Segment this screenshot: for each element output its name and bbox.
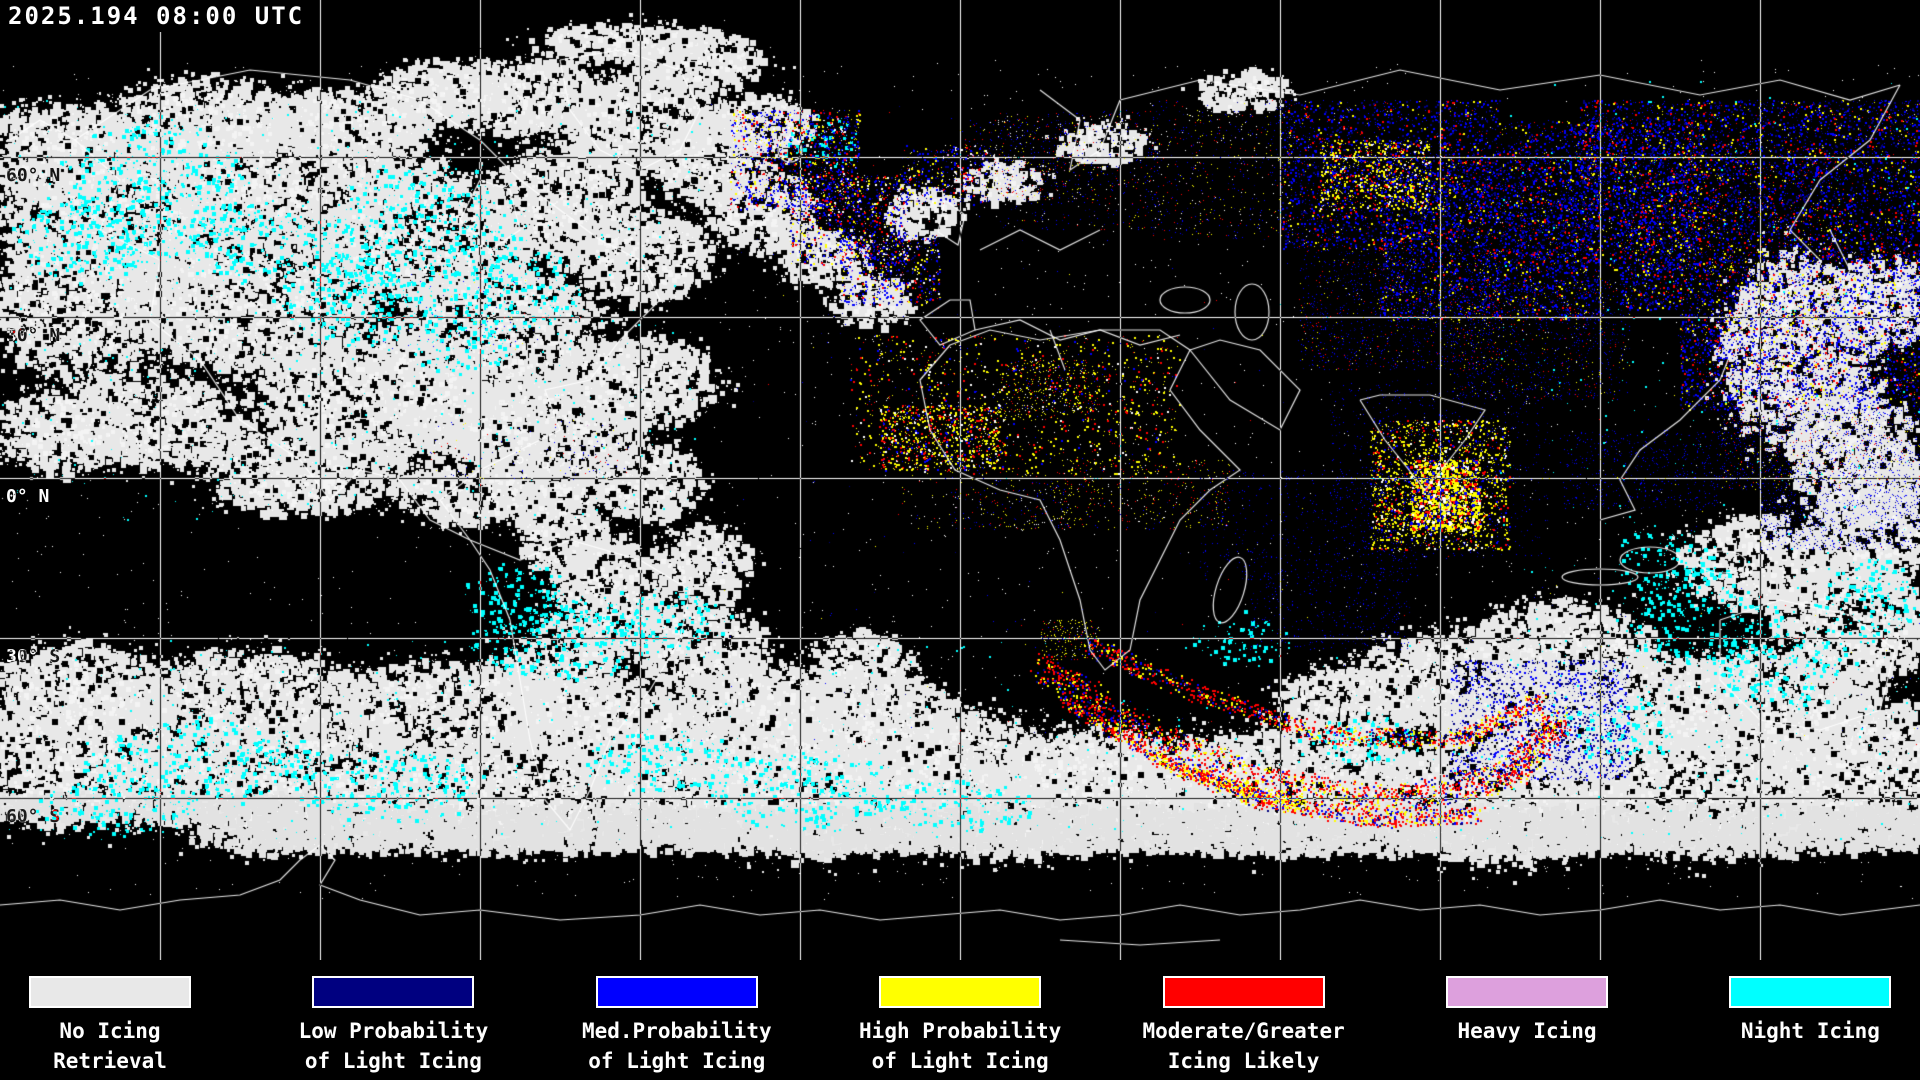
night-icing-label: Night Icing <box>1740 1019 1880 1043</box>
low-probability-swatch <box>312 976 475 1008</box>
high-probability-swatch <box>879 976 1042 1008</box>
legend-item-low-probability: Low Probability of Light Icing <box>251 960 535 1076</box>
latitude-label-1: 30° N <box>6 325 61 346</box>
legend-item-moderate-greater: Moderate/Greater Icing Likely <box>1102 960 1386 1076</box>
satellite-icing-map: 2025.194 08:00 UTC 60° N 30° N 0° N 30° S 60… <box>0 0 1920 960</box>
heavy-icing-swatch <box>1446 976 1608 1008</box>
moderate-greater-label: Moderate/Greater Icing Likely <box>1142 1019 1345 1073</box>
legend-item-heavy-icing: Heavy Icing <box>1385 960 1669 1046</box>
latitude-label-4: 60° S <box>6 806 61 827</box>
legend-bar: No Icing Retrieval Low Probability of Lig… <box>0 960 1920 1080</box>
high-probability-label: High Probability of Light Icing <box>859 1019 1062 1073</box>
no-icing-label: No Icing Retrieval <box>53 1019 167 1073</box>
med-probability-swatch <box>595 976 758 1008</box>
heavy-icing-label: Heavy Icing <box>1457 1019 1597 1043</box>
legend-item-med-probability: Med.Probability of Light Icing <box>535 960 819 1076</box>
latitude-label-0: 60° N <box>6 165 61 186</box>
no-icing-swatch <box>29 976 191 1008</box>
med-probability-label: Med.Probability of Light Icing <box>581 1019 772 1073</box>
timestamp: 2025.194 08:00 UTC <box>4 0 313 32</box>
low-probability-label: Low Probability of Light Icing <box>298 1019 489 1073</box>
moderate-greater-swatch <box>1162 976 1325 1008</box>
latitude-label-2: 0° N <box>6 486 50 507</box>
night-icing-swatch <box>1729 976 1892 1008</box>
map-canvas <box>0 0 1920 960</box>
legend-item-no-icing: No Icing Retrieval <box>0 960 252 1076</box>
latitude-label-3: 30° S <box>6 646 61 667</box>
legend-item-night-icing: Night Icing <box>1668 960 1920 1046</box>
legend-item-high-probability: High Probability of Light Icing <box>818 960 1102 1076</box>
